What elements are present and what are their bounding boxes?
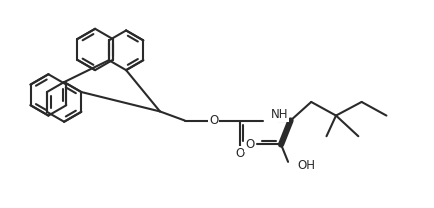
Text: OH: OH	[297, 160, 315, 172]
Text: O: O	[245, 138, 254, 151]
Text: NH: NH	[271, 108, 288, 121]
Text: O: O	[235, 147, 244, 160]
Text: O: O	[209, 114, 218, 127]
